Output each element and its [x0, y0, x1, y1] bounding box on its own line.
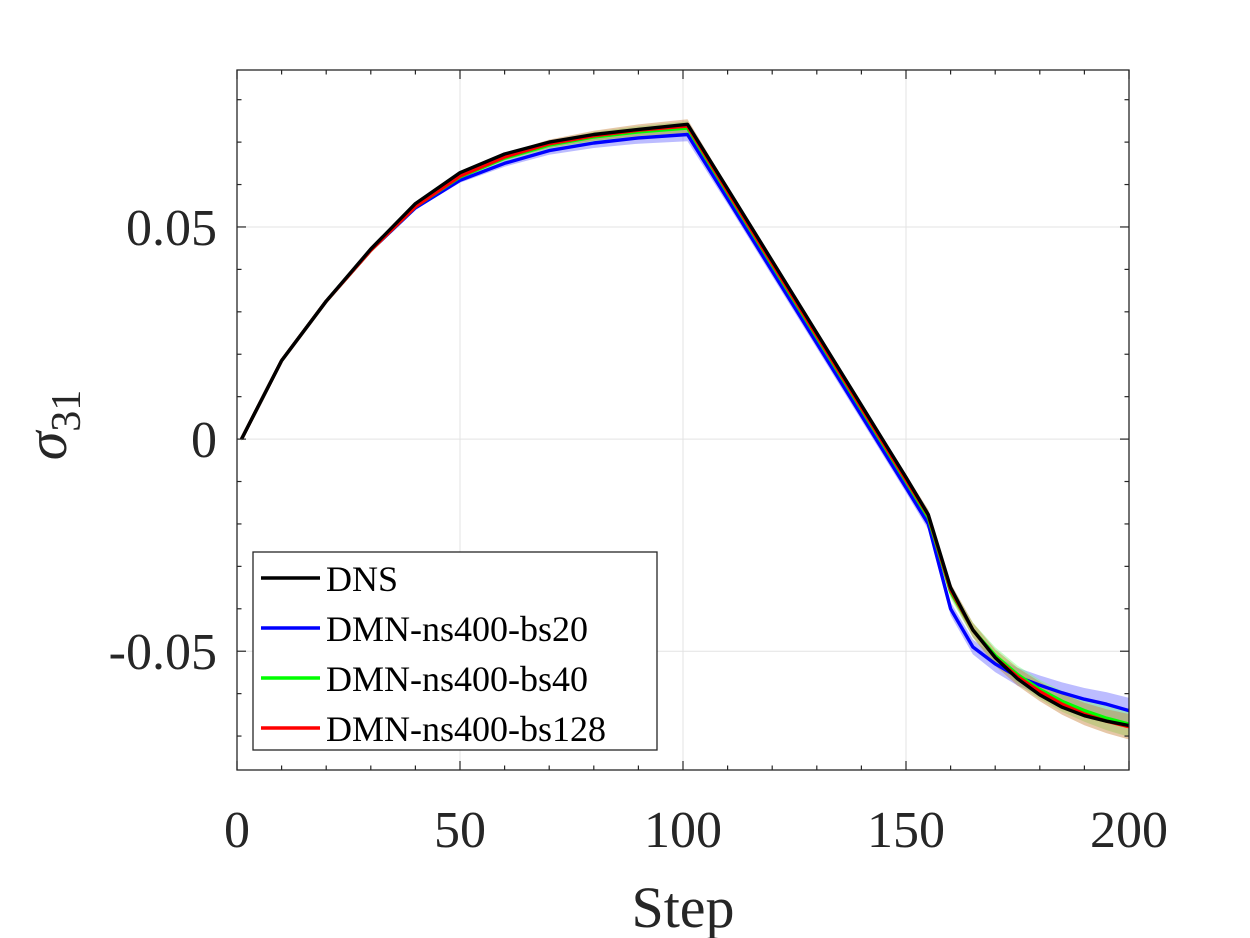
- x-tick-label: 150: [867, 802, 945, 859]
- y-axis-title: σ31: [14, 390, 90, 461]
- x-tick-label: 0: [224, 802, 250, 859]
- x-tick-label: 50: [434, 802, 486, 859]
- y-axis-title-symbol: σ: [14, 429, 79, 460]
- x-axis-title: Step: [631, 875, 734, 938]
- legend-label: DMN-ns400-bs20: [326, 609, 588, 649]
- x-tick-label: 100: [644, 802, 722, 859]
- legend-label: DMN-ns400-bs40: [326, 659, 588, 699]
- svg-text:σ31: σ31: [14, 390, 90, 461]
- legend-box: [252, 551, 658, 751]
- axis-ticks: 0 50 100 150 200 0.05 0 -0.05: [109, 70, 1168, 859]
- y-tick-label: 0.05: [126, 200, 217, 257]
- series-lines: [239, 122, 1130, 729]
- y-axis-title-subscript: 31: [44, 390, 90, 432]
- y-tick-label: -0.05: [109, 624, 217, 681]
- x-tick-label: 200: [1090, 802, 1168, 859]
- legend-label: DMN-ns400-bs128: [326, 709, 606, 749]
- series-line-DNS: [239, 122, 1130, 728]
- y-tick-label: 0: [191, 412, 217, 469]
- legend-label: DNS: [326, 559, 398, 599]
- legend: DNS DMN-ns400-bs20 DMN-ns400-bs40 DMN-ns400…: [252, 551, 658, 751]
